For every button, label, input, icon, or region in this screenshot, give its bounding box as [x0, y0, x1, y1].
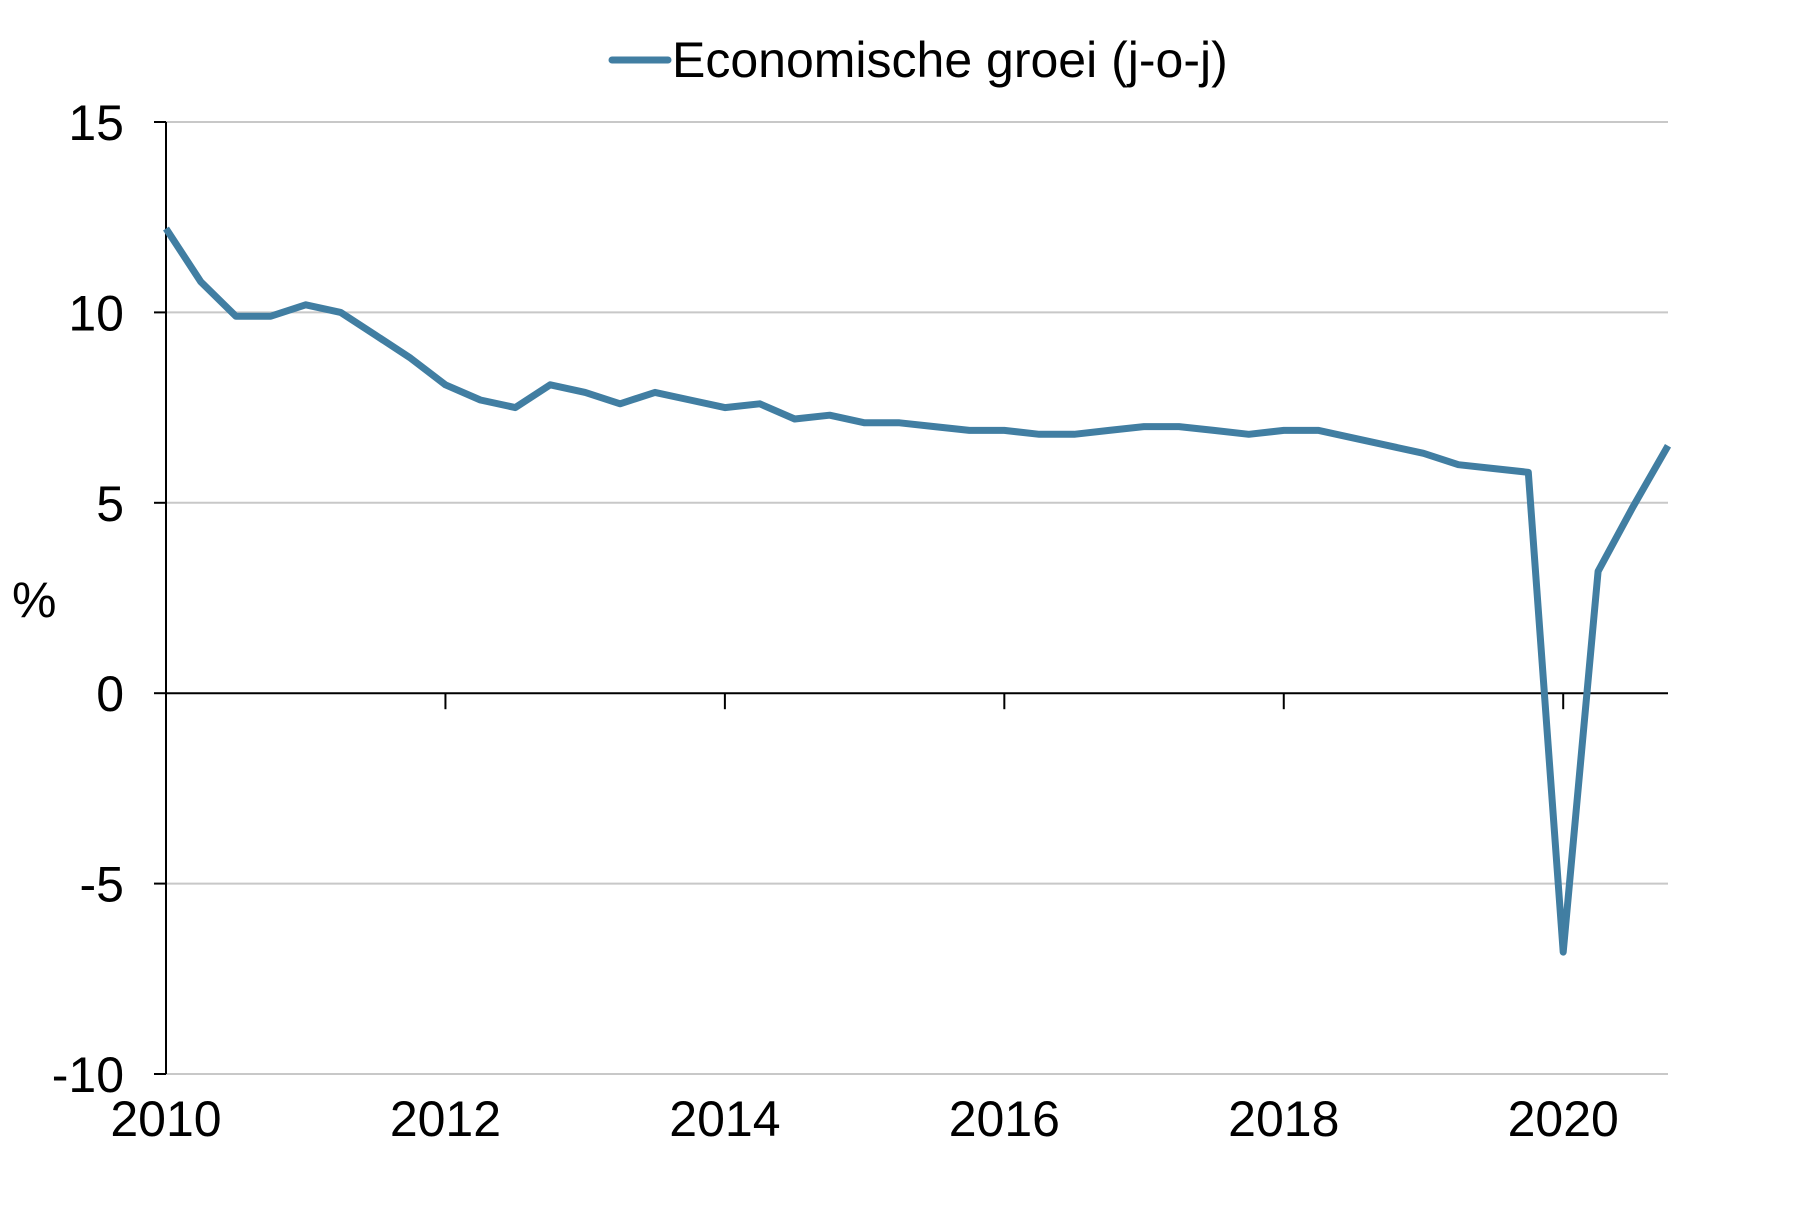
- y-axis-label: %: [12, 572, 56, 628]
- legend: Economische groei (j-o-j): [608, 32, 1228, 88]
- series-line-economische-groei: [163, 226, 1672, 956]
- x-tick-label: 2020: [1508, 1091, 1619, 1147]
- y-axis-ticks: 15 10 5 0 -5 -10: [52, 95, 166, 1103]
- x-tick-label: 2016: [949, 1091, 1060, 1147]
- x-tick-label: 2018: [1228, 1091, 1339, 1147]
- x-axis-ticks: 2010 2012 2014 2016 2018 2020: [110, 693, 1619, 1147]
- axes: [165, 122, 1668, 1074]
- y-tick-label: -10: [52, 1047, 124, 1103]
- y-tick-label: 5: [96, 476, 124, 532]
- x-tick-label: 2012: [390, 1091, 501, 1147]
- y-tick-label: 15: [68, 95, 124, 151]
- y-tick-label: -5: [80, 857, 124, 913]
- gridlines: [166, 121, 1668, 1075]
- x-tick-label: 2010: [110, 1091, 221, 1147]
- y-tick-label: 10: [68, 285, 124, 341]
- x-tick-label: 2014: [669, 1091, 780, 1147]
- y-tick-label: 0: [96, 666, 124, 722]
- legend-label: Economische groei (j-o-j): [672, 32, 1228, 88]
- series-group: [163, 226, 1672, 956]
